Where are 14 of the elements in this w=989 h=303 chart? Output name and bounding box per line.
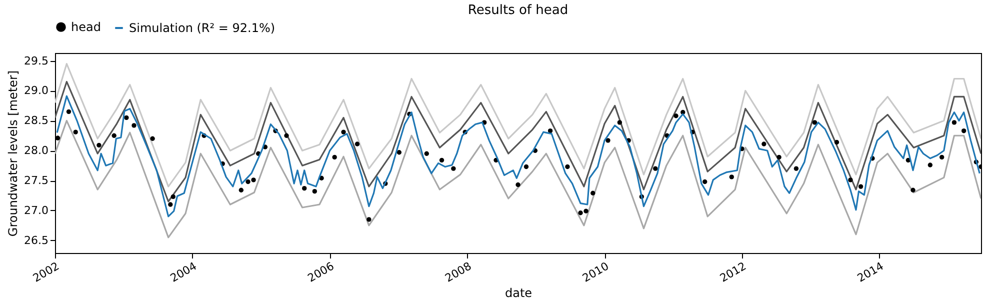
y-tick-label: 27.5 [24,174,48,188]
y-axis-title: Groundwater levels [meter] [6,70,20,237]
y-tick-label: 28.5 [24,114,48,128]
y-tick-label: 27.0 [24,204,48,217]
y-tick-label: 29.0 [24,84,48,98]
x-axis-title: date [504,286,532,300]
legend-label: head [71,20,101,34]
line-series [55,120,981,238]
y-tick-label: 26.5 [24,234,48,247]
chart-title: Results of head [468,3,568,18]
y-tick-label: 28.0 [24,144,48,158]
legend-label: Simulation (R² = 92.1%) [129,21,276,35]
y-tick-label: 29.5 [24,54,48,68]
line-series [55,62,981,188]
